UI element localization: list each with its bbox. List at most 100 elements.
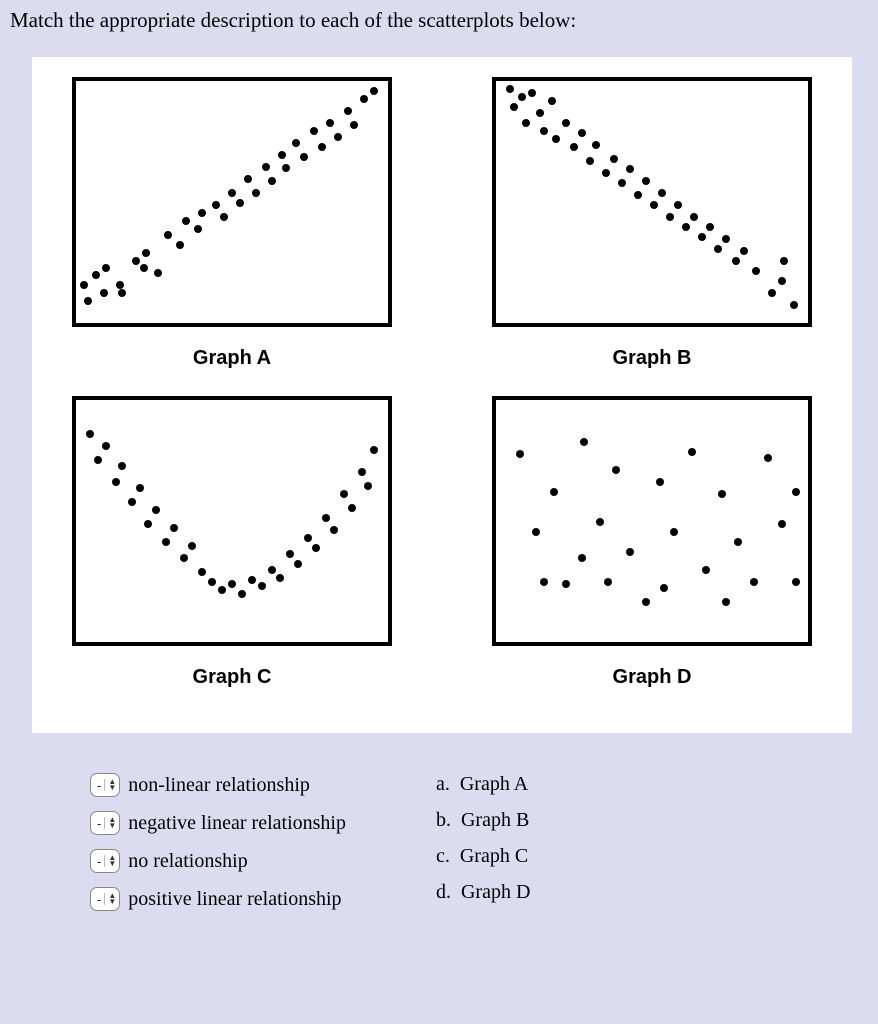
- scatter-dot: [300, 153, 308, 161]
- scatter-dot: [702, 566, 710, 574]
- scatter-dot: [220, 213, 228, 221]
- scatter-dot: [238, 590, 246, 598]
- scatter-dot: [312, 544, 320, 552]
- scatter-dot: [100, 289, 108, 297]
- scatter-dot: [244, 175, 252, 183]
- scatter-dot: [176, 241, 184, 249]
- scatter-dot: [768, 289, 776, 297]
- key-letter: c.: [436, 845, 450, 868]
- scatterplot-d: [492, 396, 812, 646]
- scatter-dot: [86, 430, 94, 438]
- key-row-a: a. Graph A: [436, 773, 530, 795]
- scatter-dot: [790, 301, 798, 309]
- scatter-dot: [722, 598, 730, 606]
- scatter-dot: [596, 518, 604, 526]
- scatter-dot: [562, 580, 570, 588]
- scatter-dot: [118, 289, 126, 297]
- scatter-dot: [722, 235, 730, 243]
- scatter-dot: [706, 223, 714, 231]
- scatter-dot: [252, 189, 260, 197]
- scatter-dot: [698, 233, 706, 241]
- scatter-dot: [626, 548, 634, 556]
- choice-label: non-linear relationship: [128, 774, 310, 797]
- plot-block-a: Graph A: [72, 77, 392, 390]
- scatter-dot: [84, 297, 92, 305]
- scatter-dot: [340, 490, 348, 498]
- scatter-dot: [570, 143, 578, 151]
- scatter-dot: [370, 87, 378, 95]
- choice-row-4: - ▲▼ positive linear relationship: [90, 887, 346, 911]
- scatter-dot: [322, 514, 330, 522]
- scatter-dot: [212, 201, 220, 209]
- scatter-dot: [778, 277, 786, 285]
- scatter-dot: [360, 95, 368, 103]
- scatter-dot: [140, 264, 148, 272]
- plot-row-2: Graph C Graph D: [32, 396, 852, 709]
- choices-column: - ▲▼ non-linear relationship - ▲▼ negati…: [90, 773, 346, 911]
- choice-dropdown-2[interactable]: - ▲▼: [90, 811, 120, 835]
- choice-dropdown-1[interactable]: - ▲▼: [90, 773, 120, 797]
- key-label: Graph D: [461, 881, 530, 904]
- scatter-dot: [268, 566, 276, 574]
- scatter-dot: [528, 89, 536, 97]
- scatter-dot: [92, 271, 100, 279]
- scatter-dot: [518, 93, 526, 101]
- scatter-dot: [228, 580, 236, 588]
- scatter-dot: [578, 129, 586, 137]
- scatter-dot: [364, 482, 372, 490]
- plot-label-c: Graph C: [193, 666, 272, 689]
- scatter-dot: [550, 488, 558, 496]
- choice-row-3: - ▲▼ no relationship: [90, 849, 346, 873]
- scatter-dot: [348, 504, 356, 512]
- choice-label: negative linear relationship: [128, 812, 346, 835]
- scatter-dot: [532, 528, 540, 536]
- chevron-updown-icon: ▲▼: [104, 893, 116, 905]
- scatter-dot: [642, 177, 650, 185]
- scatter-dot: [780, 257, 788, 265]
- choice-dropdown-3[interactable]: - ▲▼: [90, 849, 120, 873]
- scatter-dot: [330, 526, 338, 534]
- scatter-dot: [592, 141, 600, 149]
- key-column: a. Graph A b. Graph B c. Graph C d. Grap…: [436, 773, 530, 911]
- scatter-dot: [510, 103, 518, 111]
- scatter-dot: [792, 578, 800, 586]
- scatter-dot: [634, 191, 642, 199]
- scatter-dot: [778, 520, 786, 528]
- scatter-dot: [334, 133, 342, 141]
- dropdown-value: -: [97, 854, 104, 869]
- key-row-c: c. Graph C: [436, 845, 530, 867]
- scatter-dot: [286, 550, 294, 558]
- key-letter: a.: [436, 773, 450, 796]
- scatter-dot: [180, 554, 188, 562]
- scatter-dot: [278, 151, 286, 159]
- scatter-dot: [142, 249, 150, 257]
- scatter-dot: [604, 578, 612, 586]
- chevron-updown-icon: ▲▼: [104, 817, 116, 829]
- scatter-dot: [198, 209, 206, 217]
- scatter-dot: [182, 217, 190, 225]
- scatter-dot: [102, 442, 110, 450]
- scatter-dot: [578, 554, 586, 562]
- scatter-dot: [626, 165, 634, 173]
- scatter-dot: [144, 520, 152, 528]
- plot-label-b: Graph B: [613, 347, 692, 370]
- plot-label-d: Graph D: [613, 666, 692, 689]
- scatter-dot: [764, 454, 772, 462]
- scatter-dot: [522, 119, 530, 127]
- scatter-dot: [670, 528, 678, 536]
- scatter-dot: [236, 199, 244, 207]
- scatter-dot: [344, 107, 352, 115]
- dropdown-value: -: [97, 892, 104, 907]
- question-text: Match the appropriate description to eac…: [10, 8, 868, 33]
- scatter-dot: [540, 578, 548, 586]
- choice-label: no relationship: [128, 850, 247, 873]
- key-row-d: d. Graph D: [436, 881, 530, 903]
- scatter-dot: [586, 157, 594, 165]
- scatterplot-b: [492, 77, 812, 327]
- scatter-dot: [506, 85, 514, 93]
- scatter-dot: [94, 456, 102, 464]
- dropdown-value: -: [97, 816, 104, 831]
- choice-dropdown-4[interactable]: - ▲▼: [90, 887, 120, 911]
- scatter-dot: [580, 438, 588, 446]
- scatter-dot: [326, 119, 334, 127]
